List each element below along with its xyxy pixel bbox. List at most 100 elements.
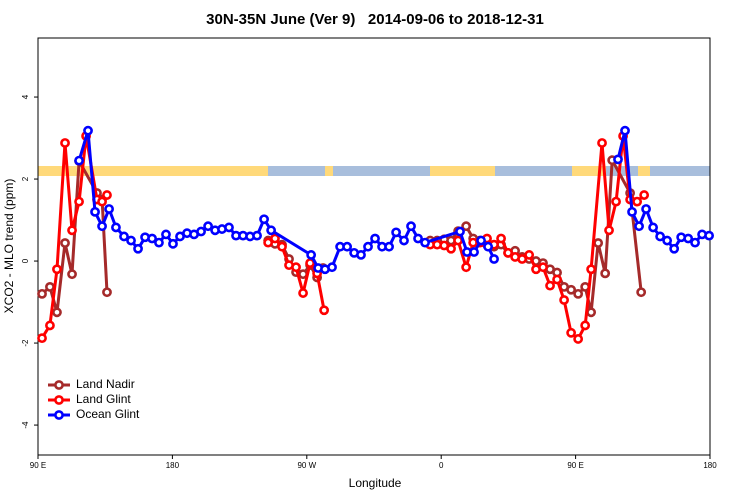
point (636, 287, 647, 298)
point (613, 154, 623, 165)
x-tick-label: 180 (703, 461, 717, 470)
point (639, 190, 650, 200)
point (476, 235, 486, 246)
series (74, 125, 715, 275)
point (483, 241, 493, 252)
point (538, 262, 548, 273)
point (90, 206, 100, 217)
point (133, 243, 143, 254)
legend-label: Ocean Glint (76, 407, 140, 421)
series (37, 131, 650, 344)
legend-label: Land Glint (76, 392, 131, 406)
point (503, 247, 514, 258)
land-strip (638, 166, 650, 176)
point (363, 241, 373, 252)
point (252, 230, 262, 241)
point (126, 235, 136, 246)
point (604, 225, 614, 236)
legend-marker (54, 380, 64, 390)
point (356, 250, 366, 260)
point (45, 320, 55, 331)
point (446, 243, 456, 254)
plot-frame (37, 37, 711, 456)
point (196, 226, 206, 237)
point (627, 206, 637, 217)
point (559, 295, 570, 305)
point (524, 250, 535, 260)
point (420, 237, 430, 248)
point (496, 233, 506, 244)
point (586, 307, 597, 318)
point (573, 334, 584, 344)
point (74, 196, 84, 207)
land-ocean-band (38, 166, 710, 176)
point (83, 125, 93, 136)
point (37, 288, 47, 299)
point (655, 231, 666, 242)
point (37, 333, 47, 344)
point (277, 241, 287, 252)
point (391, 227, 402, 238)
point (611, 196, 621, 207)
point (147, 233, 157, 244)
point (683, 233, 694, 244)
point (60, 138, 70, 148)
point (669, 243, 680, 254)
point (566, 327, 577, 338)
x-tick-label: 0 (439, 461, 444, 470)
point (102, 190, 112, 200)
point (298, 288, 308, 298)
point (704, 230, 715, 241)
point (52, 307, 62, 318)
point (67, 269, 77, 280)
point (600, 268, 611, 279)
y-axis-label: XCO2 - MLO trend (ppm) (2, 179, 16, 314)
point (97, 221, 107, 232)
point (319, 305, 330, 316)
point (399, 235, 409, 246)
point (461, 262, 472, 273)
point (455, 226, 465, 237)
ocean-strip (38, 166, 710, 176)
legend-label: Land Nadir (76, 377, 135, 391)
point (266, 225, 277, 236)
point (690, 237, 700, 248)
point (45, 281, 55, 292)
point (119, 231, 129, 242)
point (52, 264, 62, 275)
point (597, 138, 607, 148)
point (648, 222, 659, 233)
x-tick-label: 180 (166, 461, 180, 470)
point (263, 237, 274, 248)
point (632, 196, 643, 207)
point (97, 196, 107, 207)
point (104, 204, 114, 214)
point (413, 233, 423, 244)
point (461, 221, 472, 232)
point (469, 247, 479, 257)
land-strip (38, 166, 268, 176)
point (270, 233, 280, 244)
point (74, 155, 84, 166)
point (60, 238, 70, 248)
y-tick-label: -2 (21, 339, 30, 347)
point (517, 254, 528, 264)
point (586, 264, 597, 275)
x-tick-label: 90 W (297, 461, 316, 470)
point (342, 241, 353, 252)
point (406, 221, 416, 232)
point (552, 274, 562, 285)
point (489, 254, 499, 264)
legend-marker (54, 395, 64, 405)
point (327, 262, 337, 273)
point (453, 235, 463, 246)
point (641, 204, 651, 214)
point (102, 287, 112, 298)
legend-marker (54, 410, 64, 420)
point (111, 222, 121, 233)
y-tick-label: 2 (21, 176, 30, 181)
y-tick-label: -4 (21, 421, 30, 429)
point (203, 221, 213, 232)
land-strip (572, 166, 606, 176)
